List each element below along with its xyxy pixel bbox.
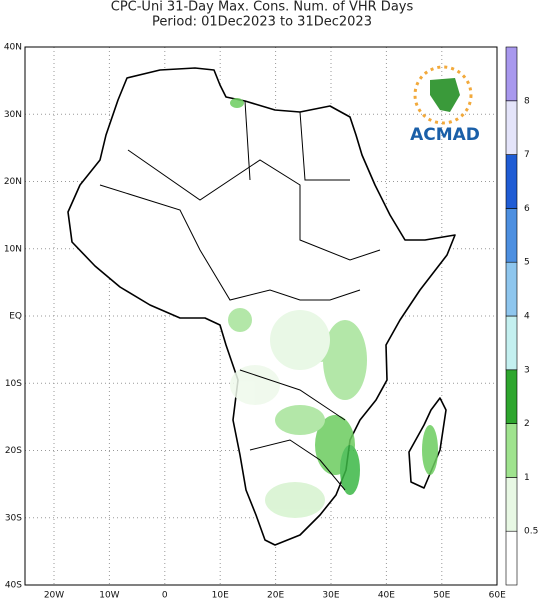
lon-label: 20E	[267, 591, 284, 600]
logo-text: ACMAD	[410, 125, 480, 145]
lat-label: 20S	[5, 446, 22, 456]
colorbar-bin	[505, 154, 518, 209]
lat-label: 40N	[4, 43, 22, 53]
colorbar-label: 7	[524, 150, 530, 160]
colorbar-label: 1	[524, 473, 530, 483]
colorbar-bin	[505, 208, 518, 263]
lat-label: 40S	[5, 581, 22, 591]
colorbar-label: 4	[524, 312, 530, 322]
lon-label: 50E	[433, 591, 450, 600]
colorbar-label: 6	[524, 204, 530, 214]
title-line1: CPC-Uni 31-Day Max. Cons. Num. of VHR Da…	[111, 0, 414, 15]
lat-label: 30S	[5, 513, 22, 523]
colorbar-bin	[505, 423, 518, 478]
colorbar-bin	[505, 100, 518, 155]
colorbar-label: 3	[524, 365, 530, 375]
colorbar-bin	[505, 315, 518, 371]
borders	[99, 100, 381, 491]
rain-patches	[228, 98, 438, 518]
map-frame	[24, 46, 498, 586]
colorbar-label: 0.5	[524, 527, 538, 537]
lon-label: 20W	[44, 591, 64, 600]
logo: ACMAD	[410, 65, 480, 145]
lat-label: 30N	[4, 110, 22, 120]
lat-label: 10S	[5, 379, 22, 389]
lon-label: 40E	[378, 591, 395, 600]
lon-label: 10E	[212, 591, 229, 600]
lon-label: 10W	[99, 591, 119, 600]
lon-label: 30E	[322, 591, 339, 600]
colorbar-bin	[505, 369, 518, 424]
lat-label: EQ	[9, 312, 22, 322]
land	[67, 67, 456, 546]
axis-labels: 40N 30N 20N 10N EQ 10S 20S 30S 40S 20W 10W 0 10E 20E 3…	[4, 43, 506, 600]
lat-label: 20N	[4, 177, 22, 187]
colorbar-label: 5	[524, 258, 530, 268]
lon-label: 60E	[489, 591, 506, 600]
title-line2: Period: 01Dec2023 to 31Dec2023	[152, 15, 372, 30]
africa	[67, 67, 456, 546]
colorbar-bin	[505, 530, 518, 586]
colorbar-label: 8	[524, 96, 530, 106]
lon-label: 0	[162, 591, 168, 600]
colorbar: 0.5 1 2 3 4 5 6 7 8	[505, 46, 538, 586]
lat-label: 10N	[4, 244, 22, 254]
colorbar-bin	[505, 261, 518, 317]
colorbar-label: 2	[524, 419, 530, 429]
colorbar-bin	[505, 46, 518, 102]
colorbar-bin	[505, 477, 518, 532]
